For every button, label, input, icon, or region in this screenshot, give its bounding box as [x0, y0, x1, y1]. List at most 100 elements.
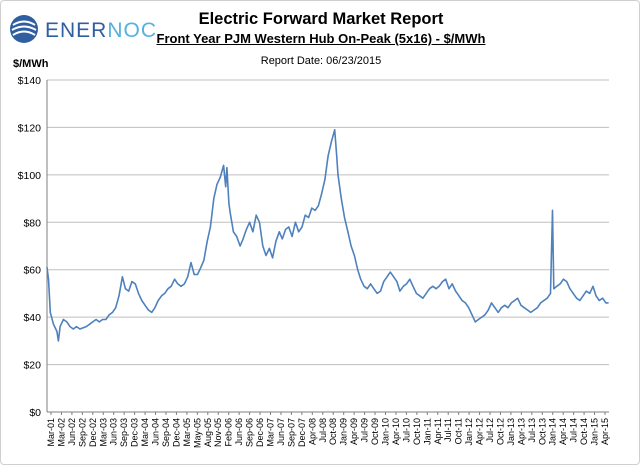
data-point: [448, 288, 450, 290]
data-point: [209, 226, 211, 228]
data-point: [566, 281, 568, 283]
data-point: [154, 307, 156, 309]
data-point: [141, 299, 143, 302]
data-point: [602, 297, 604, 299]
data-point: [484, 314, 486, 316]
logo-wordmark: ENERNOC: [45, 19, 157, 43]
x-tick-label: Jun-02: [67, 418, 77, 446]
data-point: [576, 297, 578, 299]
data-point: [389, 271, 391, 273]
data-point: [304, 214, 306, 216]
data-point: [262, 245, 264, 247]
data-point: [569, 288, 571, 290]
x-tick-label: Nov-05: [213, 418, 223, 447]
x-tick-label: Aug-05: [203, 418, 213, 447]
data-point: [422, 297, 424, 299]
data-point: [294, 221, 296, 223]
data-point: [62, 318, 64, 321]
y-tick-label: $80: [23, 217, 41, 229]
x-tick-label: Jan-09: [339, 418, 349, 446]
x-tick-label: Jul-09: [360, 418, 370, 443]
series-line: [46, 129, 609, 342]
data-point: [131, 281, 133, 283]
data-point: [57, 340, 60, 342]
series: [46, 129, 609, 342]
data-point: [497, 311, 499, 313]
data-point: [167, 288, 169, 290]
data-point: [494, 307, 496, 309]
data-point: [236, 235, 238, 238]
data-point: [216, 183, 218, 185]
x-tick-label: Apr-13: [516, 418, 526, 445]
data-point: [242, 238, 244, 240]
data-point: [393, 276, 395, 278]
report-title: Electric Forward Market Report: [198, 10, 444, 28]
data-point: [164, 292, 166, 294]
x-tick-label: Oct-14: [579, 418, 589, 445]
y-tick-labels: $0 $20 $40 $60 $80 $100 $120 $140: [18, 75, 42, 419]
data-point: [177, 283, 179, 285]
data-point: [510, 302, 512, 304]
data-point: [187, 276, 189, 278]
y-tick-label: $140: [18, 75, 42, 87]
data-point: [161, 295, 163, 297]
data-point: [121, 276, 123, 278]
data-point: [258, 221, 261, 223]
data-point: [540, 302, 542, 304]
x-tick-label: Jun-06: [234, 418, 244, 446]
data-point: [190, 262, 192, 264]
x-tick-label: Apr-11: [433, 418, 443, 444]
data-point: [530, 311, 532, 313]
data-point: [373, 288, 375, 290]
y-tick-label: $120: [18, 122, 42, 134]
data-point: [595, 295, 597, 297]
x-tick-label: Jul-12: [485, 418, 495, 443]
data-point: [275, 240, 277, 242]
data-point: [47, 278, 50, 280]
x-tick-label: Oct-13: [537, 418, 547, 445]
data-point: [553, 288, 555, 290]
data-point: [88, 323, 91, 325]
data-point: [46, 266, 48, 268]
data-point: [255, 214, 257, 216]
y-tick-label: $100: [18, 170, 42, 182]
x-tick-label: Mar-02: [56, 418, 66, 447]
data-point: [405, 283, 408, 285]
x-tick-label: Jun-07: [276, 418, 286, 446]
x-tick-label: Mar-04: [140, 418, 150, 447]
data-point: [357, 269, 359, 271]
data-point: [409, 278, 411, 280]
data-point: [321, 193, 323, 195]
data-point: [124, 288, 126, 290]
data-point: [85, 326, 87, 328]
data-point: [337, 174, 339, 176]
data-point: [461, 299, 463, 302]
data-point: [536, 307, 539, 309]
x-tick-label: Jan-15: [590, 418, 600, 446]
data-point: [128, 290, 130, 292]
data-point: [288, 226, 290, 228]
x-tick-label: Dec-07: [297, 418, 307, 447]
x-tick-label: Jan-14: [548, 418, 558, 446]
data-point: [514, 299, 516, 302]
data-point: [464, 302, 466, 304]
x-tick-label: Dec-02: [88, 418, 98, 447]
data-point: [572, 292, 574, 294]
logo-wordmark-part-2: NOC: [107, 19, 158, 42]
data-point: [206, 240, 208, 242]
data-point: [229, 212, 231, 214]
data-point: [157, 299, 159, 302]
data-point: [193, 273, 195, 276]
x-tick-label: Oct-09: [370, 418, 380, 445]
x-tick-label: Mar-01: [46, 418, 56, 447]
data-point: [549, 292, 552, 294]
y-axis-label: $/MWh: [13, 58, 49, 70]
data-point: [108, 314, 110, 316]
data-point: [180, 285, 182, 287]
data-point: [272, 257, 274, 259]
x-tick-label: Mar-03: [98, 418, 108, 447]
data-point: [111, 311, 114, 313]
data-point: [451, 283, 453, 285]
data-point: [228, 202, 230, 204]
